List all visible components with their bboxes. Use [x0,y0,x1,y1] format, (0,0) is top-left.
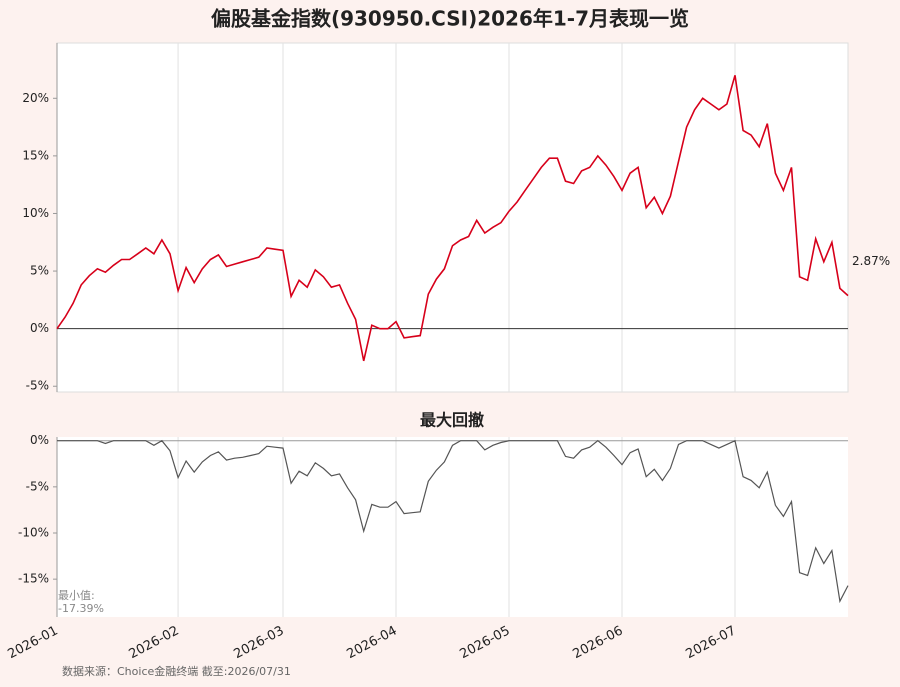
y-tick-label: -5% [26,479,49,493]
subchart-title: 最大回撤 [420,411,484,430]
y-tick-label: 0% [30,433,49,447]
y-tick-label: 5% [30,264,49,278]
x-tick-label: 2026-03 [232,623,287,662]
y-tick-label: -5% [26,379,49,393]
annotation: 最小值: [58,589,95,602]
y-tick-label: -15% [18,572,49,586]
plot-area [56,42,849,393]
data-label: -17.39% [58,602,104,615]
series-line [56,75,849,362]
plot-area [57,437,848,617]
y-tick-label: -10% [18,526,49,540]
x-tick-label: 2026-02 [127,623,182,662]
footer: 数据来源：Choice金融终端 截至:2026/07/31 [62,664,291,678]
y-tick-label: 10% [22,206,49,220]
series-line [57,439,849,604]
data-label: 2.87% [852,254,890,268]
x-tick-label: 2026-07 [684,623,739,662]
x-tick-label: 2026-05 [458,623,513,662]
x-tick-label: 2026-04 [345,623,400,662]
y-tick-label: 20% [22,91,49,105]
y-tick-label: 15% [22,148,49,162]
chart-title: 偏股基金指数(930950.CSI)2026年1-7月表现一览 [211,7,689,31]
x-tick-label: 2026-06 [571,623,626,662]
y-tick-label: 0% [30,321,49,335]
x-tick-label: 2026-01 [6,623,61,662]
